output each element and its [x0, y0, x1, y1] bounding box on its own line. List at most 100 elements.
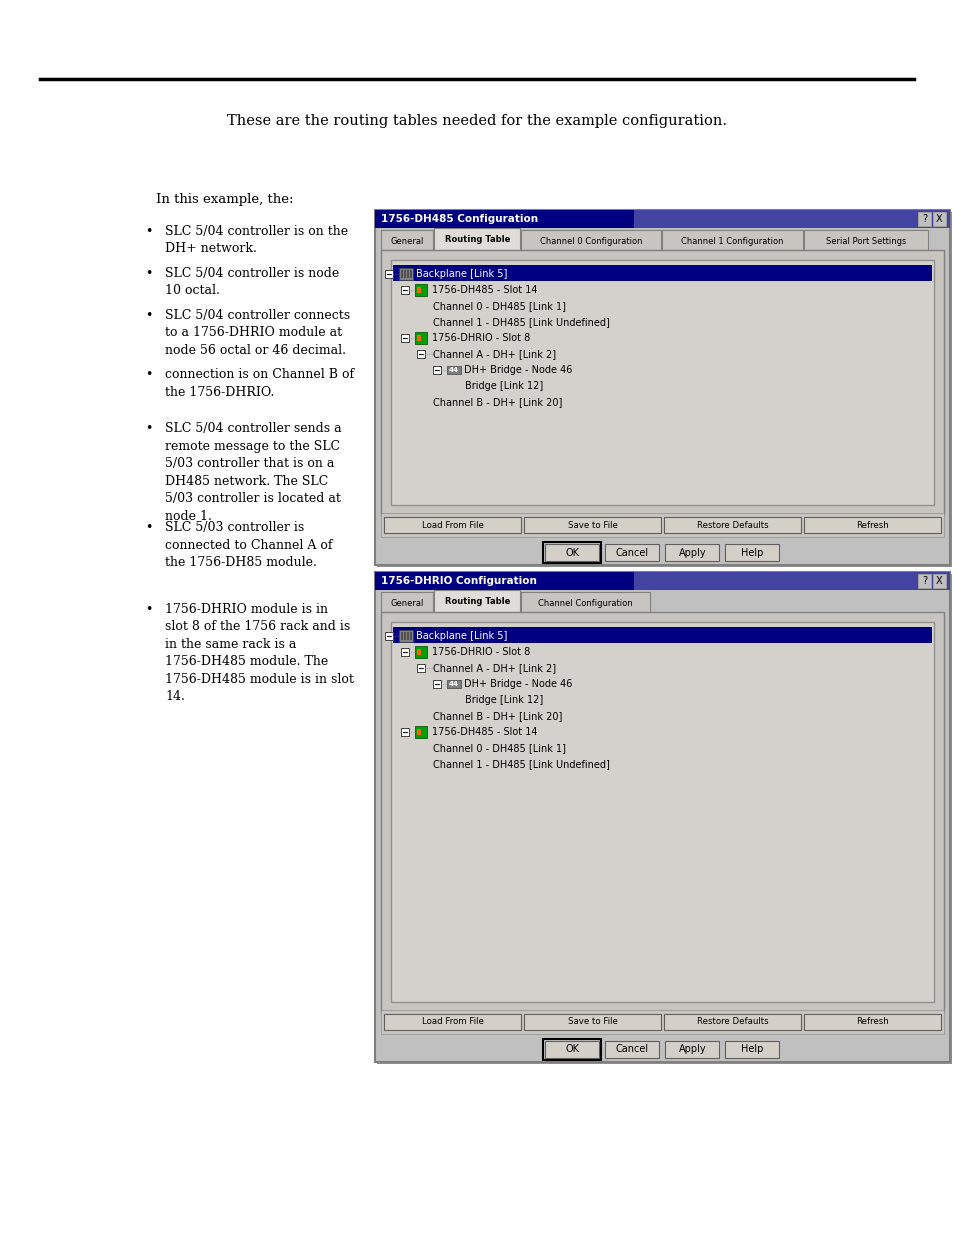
Bar [665, 1041, 719, 1058]
Text: SLC 5/04 controller sends a
remote message to the SLC
5/03 controller that is on: SLC 5/04 controller sends a remote messa… [165, 422, 341, 522]
Text: •: • [145, 267, 152, 280]
Bar [380, 592, 433, 613]
Text: Apply: Apply [678, 1045, 705, 1055]
Text: Channel 0 - DH485 [Link 1]: Channel 0 - DH485 [Link 1] [433, 743, 565, 753]
Text: Channel A - DH+ [Link 2]: Channel A - DH+ [Link 2] [433, 663, 556, 673]
Text: 1756-DHRIO - Slot 8: 1756-DHRIO - Slot 8 [432, 333, 530, 343]
Text: Serial Port Settings: Serial Port Settings [825, 236, 905, 246]
Text: Refresh: Refresh [855, 1018, 888, 1026]
Bar [415, 284, 427, 296]
Bar [416, 650, 420, 655]
Bar [803, 1014, 940, 1030]
Bar [605, 1041, 659, 1058]
Text: Apply: Apply [678, 547, 705, 557]
Bar [398, 268, 413, 280]
Bar [380, 1010, 943, 1034]
Text: Load From File: Load From File [421, 520, 483, 530]
Bar [393, 266, 931, 282]
Bar [803, 517, 940, 534]
Bar [433, 680, 440, 688]
Text: 1756-DH485 Configuration: 1756-DH485 Configuration [380, 214, 537, 224]
Bar [385, 632, 393, 640]
Text: SLC 5/04 controller connects
to a 1756-DHRIO module at
node 56 octal or 46 decim: SLC 5/04 controller connects to a 1756-D… [165, 309, 350, 357]
Text: OK: OK [565, 1045, 578, 1055]
Bar [375, 572, 949, 1062]
Text: Save to File: Save to File [567, 1018, 617, 1026]
Text: Restore Defaults: Restore Defaults [696, 1018, 767, 1026]
Bar [520, 592, 650, 613]
Text: SLC 5/04 controller is on the
DH+ network.: SLC 5/04 controller is on the DH+ networ… [165, 225, 348, 256]
Bar [447, 366, 460, 374]
Text: Save to File: Save to File [567, 520, 617, 530]
Bar [724, 543, 779, 561]
Bar [410, 632, 412, 640]
Bar [523, 1014, 660, 1030]
Text: Refresh: Refresh [855, 520, 888, 530]
Bar [400, 287, 409, 294]
Bar [380, 613, 943, 1011]
Text: X: X [935, 576, 942, 585]
Text: General: General [390, 236, 423, 246]
Bar [932, 574, 945, 588]
Bar [384, 517, 520, 534]
Text: DH+ Bridge - Node 46: DH+ Bridge - Node 46 [463, 679, 572, 689]
Bar [543, 1039, 601, 1060]
Bar [416, 335, 420, 341]
Bar [932, 212, 945, 226]
Text: 1756-DH485 - Slot 14: 1756-DH485 - Slot 14 [432, 285, 537, 295]
Text: 1756-DHRIO module is in
slot 8 of the 1756 rack and is
in the same rack is a
175: 1756-DHRIO module is in slot 8 of the 17… [165, 603, 354, 703]
Bar [434, 590, 519, 613]
Bar [917, 574, 930, 588]
Bar [385, 270, 393, 278]
Bar [400, 270, 402, 278]
Text: Channel B - DH+ [Link 20]: Channel B - DH+ [Link 20] [433, 711, 561, 721]
Text: ?: ? [921, 214, 926, 224]
Text: Backplane [Link 5]: Backplane [Link 5] [416, 269, 507, 279]
Text: General: General [390, 599, 423, 608]
Bar [384, 1014, 520, 1030]
Bar [403, 632, 406, 640]
Bar [416, 350, 424, 358]
Text: •: • [145, 368, 152, 382]
Text: Cancel: Cancel [616, 547, 648, 557]
Text: Bridge [Link 12]: Bridge [Link 12] [464, 695, 542, 705]
Text: 44: 44 [449, 680, 458, 687]
Bar [433, 366, 440, 374]
Bar [400, 648, 409, 656]
Bar [398, 630, 413, 642]
Text: Help: Help [740, 547, 763, 557]
Bar [605, 543, 659, 561]
Bar [380, 230, 433, 249]
Bar [416, 664, 424, 672]
Bar [375, 210, 949, 564]
Bar [663, 1014, 801, 1030]
Text: These are the routing tables needed for the example configuration.: These are the routing tables needed for … [227, 114, 726, 127]
Bar [917, 212, 930, 226]
Text: Channel B - DH+ [Link 20]: Channel B - DH+ [Link 20] [433, 396, 561, 408]
Bar [545, 1041, 598, 1058]
Text: Channel Configuration: Channel Configuration [537, 599, 633, 608]
Text: Channel 0 Configuration: Channel 0 Configuration [539, 236, 641, 246]
Text: •: • [145, 422, 152, 436]
Text: 44: 44 [449, 367, 458, 373]
Bar [415, 726, 427, 739]
Bar [520, 230, 660, 249]
Text: In this example, the:: In this example, the: [155, 193, 293, 206]
Bar [416, 729, 420, 735]
Bar [376, 212, 951, 567]
Bar [403, 270, 406, 278]
Text: Channel 1 Configuration: Channel 1 Configuration [680, 236, 783, 246]
Bar [633, 572, 949, 590]
Text: SLC 5/04 controller is node
10 octal.: SLC 5/04 controller is node 10 octal. [165, 267, 339, 298]
Bar [803, 230, 927, 249]
Bar [447, 680, 460, 688]
Text: Cancel: Cancel [616, 1045, 648, 1055]
Text: Channel 1 - DH485 [Link Undefined]: Channel 1 - DH485 [Link Undefined] [433, 317, 609, 327]
Text: 1756-DH485 - Slot 14: 1756-DH485 - Slot 14 [432, 727, 537, 737]
Text: Channel 1 - DH485 [Link Undefined]: Channel 1 - DH485 [Link Undefined] [433, 760, 609, 769]
Text: Load From File: Load From File [421, 1018, 483, 1026]
Text: ?: ? [921, 576, 926, 585]
Bar [375, 572, 949, 590]
Text: SLC 5/03 controller is
connected to Channel A of
the 1756-DH85 module.: SLC 5/03 controller is connected to Chan… [165, 521, 333, 569]
Bar [400, 632, 402, 640]
